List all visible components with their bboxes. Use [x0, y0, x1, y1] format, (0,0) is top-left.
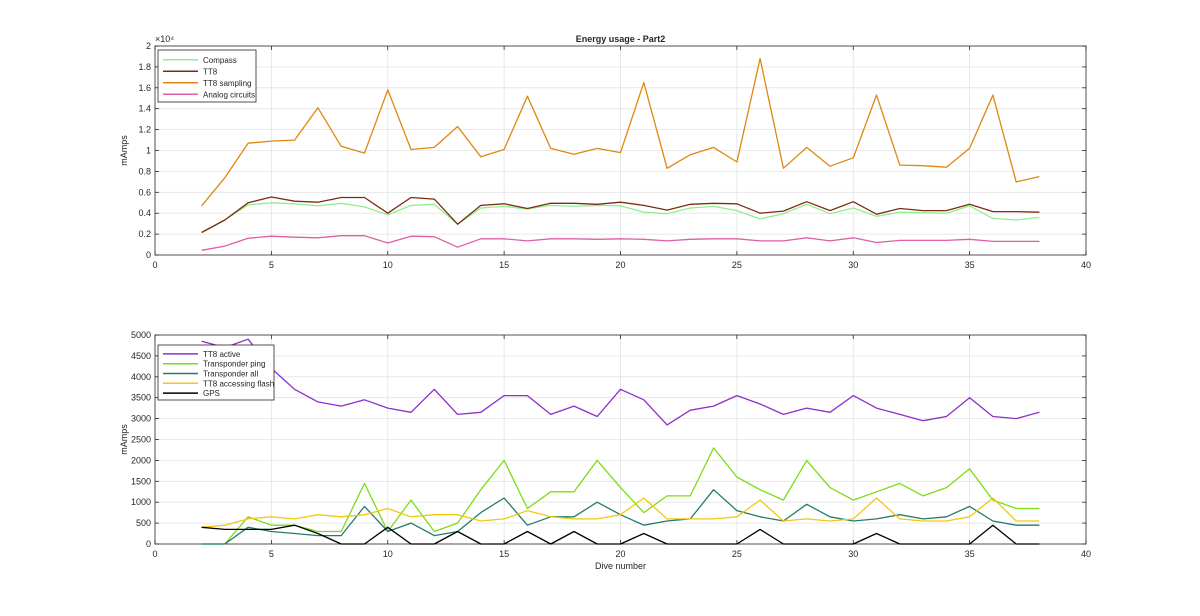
y-tick-label: 2500 [131, 435, 151, 445]
y-tick-label: 2 [146, 41, 151, 51]
x-tick-label: 40 [1081, 260, 1091, 270]
chart-1: 0 5 10 15 20 25 30 35 40 0 0.2 0.4 0.6 0.8 1 1.2 1.4 1.6 1… [119, 34, 1091, 270]
y-axis-label: mAmps [119, 135, 129, 166]
legend-label: Transponder ping [203, 360, 265, 369]
series-line-tt8-active [201, 338, 1040, 426]
y-axis-label: mAmps [119, 424, 129, 455]
chart-2: 0 5 10 15 20 25 30 35 40 0 500 1000 1500 2000 2500 3000… [119, 330, 1091, 571]
legend-label: Transponder all [203, 370, 259, 379]
y-tick-label: 0.8 [138, 166, 151, 176]
y-tick-label: 1.8 [138, 62, 151, 72]
chart-title: Energy usage - Part2 [576, 34, 666, 44]
series-line-tt8 [201, 196, 1040, 234]
y-tick-label: 1.2 [138, 125, 151, 135]
y-tick-label: 0 [146, 539, 151, 549]
x-tick-label: 0 [152, 549, 157, 559]
x-tick-label: 35 [965, 549, 975, 559]
x-tick-label: 15 [499, 260, 509, 270]
legend-label: Compass [203, 56, 237, 65]
x-tick-label: 20 [615, 549, 625, 559]
x-tick-label: 0 [152, 260, 157, 270]
x-tick-label: 10 [383, 549, 393, 559]
x-axis-label: Dive number [595, 561, 646, 571]
x-tick-label: 25 [732, 260, 742, 270]
x-tick-label: 5 [269, 549, 274, 559]
legend-label: TT8 [203, 67, 218, 76]
series-line-compass [201, 202, 1040, 234]
legend-label: TT8 sampling [203, 79, 251, 88]
y-tick-label: 1000 [131, 497, 151, 507]
series-line-transponder-ping [201, 447, 1040, 545]
x-tick-label: 15 [499, 549, 509, 559]
legend-label: TT8 accessing flash [203, 379, 274, 388]
legend-label: GPS [203, 389, 220, 398]
x-tick-label: 35 [965, 260, 975, 270]
y-tick-label: 500 [136, 518, 151, 528]
series-line-tt8-accessing-flash [201, 497, 1040, 528]
x-tick-label: 25 [732, 549, 742, 559]
y-tick-label: 3500 [131, 393, 151, 403]
series-line-gps [201, 524, 1040, 545]
x-tick-label: 20 [615, 260, 625, 270]
y-tick-label: 4000 [131, 372, 151, 382]
y-tick-label: 1.6 [138, 83, 151, 93]
y-tick-label: 4500 [131, 351, 151, 361]
x-tick-label: 30 [848, 260, 858, 270]
y-exponent-label: ×10⁴ [155, 34, 174, 44]
y-tick-label: 0.4 [138, 208, 151, 218]
legend-label: TT8 active [203, 350, 241, 359]
y-tick-label: 2000 [131, 455, 151, 465]
y-tick-label: 0.2 [138, 229, 151, 239]
y-tick-label: 1 [146, 146, 151, 156]
x-tick-label: 30 [848, 549, 858, 559]
x-tick-label: 5 [269, 260, 274, 270]
legend-label: Analog circuits [203, 90, 255, 99]
y-tick-label: 1500 [131, 476, 151, 486]
series-line-tt8-sampling [201, 57, 1040, 207]
y-tick-label: 5000 [131, 330, 151, 340]
legend: Compass TT8 TT8 sampling Analog circuits [157, 49, 257, 103]
y-tick-label: 0.6 [138, 187, 151, 197]
legend-box [157, 344, 275, 401]
x-tick-label: 40 [1081, 549, 1091, 559]
x-tick-label: 10 [383, 260, 393, 270]
legend-box [157, 49, 257, 103]
y-tick-label: 0 [146, 250, 151, 260]
y-tick-label: 1.4 [138, 104, 151, 114]
y-tick-label: 3000 [131, 414, 151, 424]
series-line-analog-circuits [201, 235, 1040, 251]
